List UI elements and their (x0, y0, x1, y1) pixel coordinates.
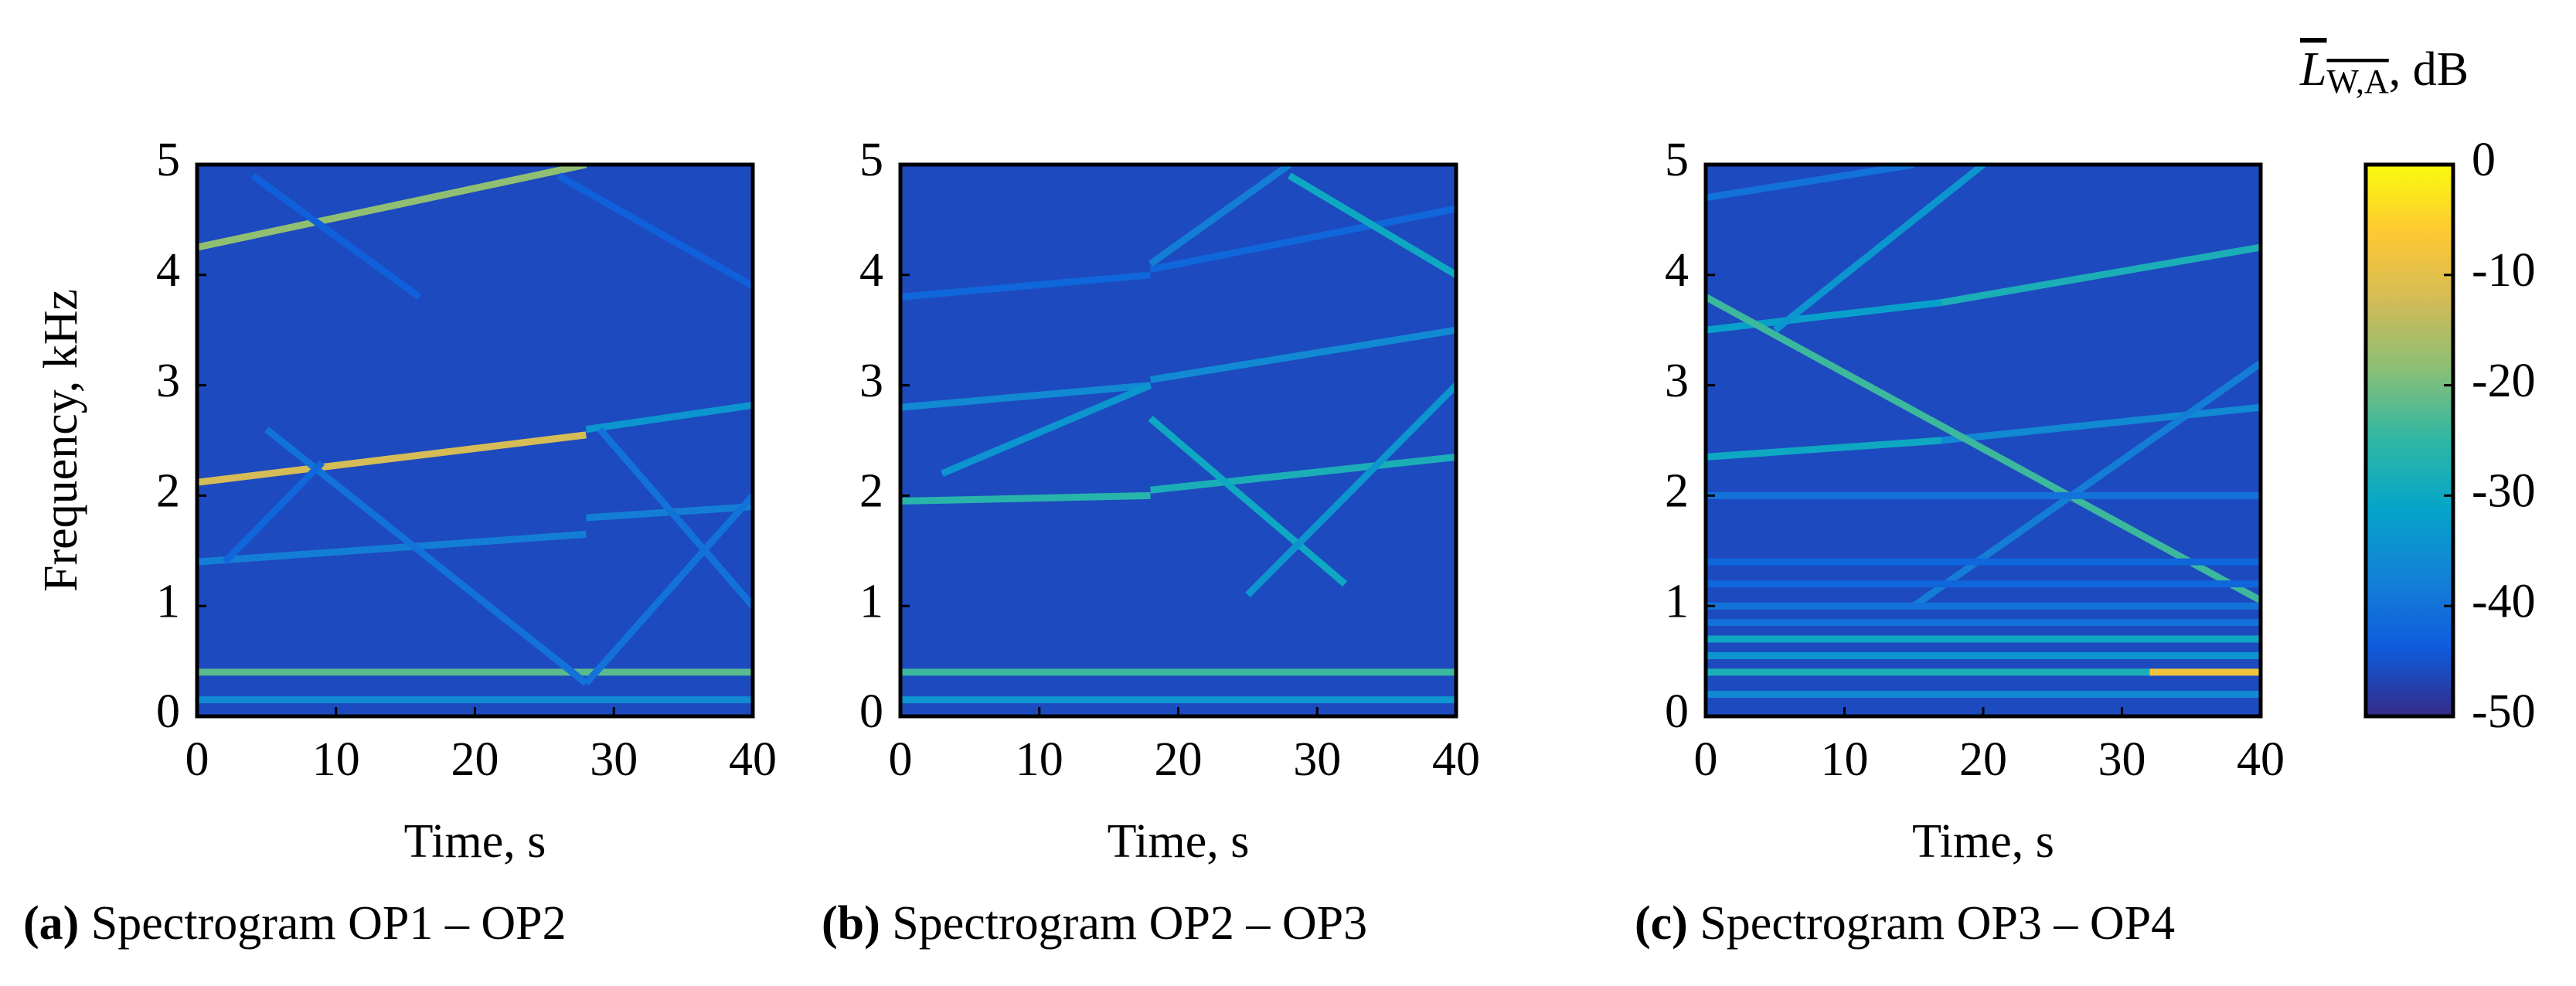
y-tick-label: 2 (1665, 465, 1689, 518)
colorbar-tick-label: -30 (2472, 465, 2536, 518)
track (197, 431, 587, 486)
track (900, 382, 1151, 411)
y-tick-label: 0 (1665, 685, 1689, 738)
label-unit: , dB (2389, 43, 2469, 96)
colorbar-tick-label: -40 (2472, 575, 2536, 627)
y-tick-label: 4 (1665, 244, 1689, 297)
x-tick-label: 0 (185, 733, 209, 786)
x-tick-label: 30 (590, 733, 638, 786)
track (1941, 403, 2261, 444)
track (1911, 360, 2261, 609)
x-tick-label: 0 (1694, 733, 1718, 786)
x-axis-label: Time, s (1108, 815, 1250, 868)
track (900, 271, 1151, 301)
y-tick-label: 5 (1665, 134, 1689, 186)
x-tick-label: 10 (1821, 733, 1869, 786)
caption-text: Spectrogram OP1 – OP2 (91, 897, 567, 950)
track (1245, 382, 1456, 598)
y-tick-label: 2 (156, 465, 180, 518)
y-tick-label: 3 (859, 355, 883, 407)
track (197, 165, 587, 251)
track (1706, 294, 2261, 604)
x-tick-label: 30 (1293, 733, 1341, 786)
x-tick-label: 40 (1432, 733, 1480, 786)
track (264, 427, 589, 686)
track (900, 491, 1151, 505)
y-axis-label: Frequency, kHz (35, 289, 87, 592)
x-tick-label: 40 (729, 733, 777, 786)
caption-label: (b) (822, 897, 880, 950)
track (1149, 205, 1456, 274)
track (1148, 165, 1291, 267)
x-tick-label: 0 (889, 733, 913, 786)
track (583, 493, 753, 686)
colorbar-tick-label: -50 (2472, 685, 2536, 738)
caption-text: Spectrogram OP3 – OP4 (1700, 897, 2175, 950)
x-axis-label: Time, s (1912, 815, 2054, 868)
y-tick-label: 1 (1665, 575, 1689, 627)
track (250, 172, 422, 300)
track (556, 172, 753, 289)
tracks (900, 165, 1456, 704)
spectrogram-background (1706, 165, 2261, 716)
track (597, 427, 753, 609)
label-subscript: W,A (2326, 63, 2388, 100)
y-tick-label: 4 (156, 244, 180, 297)
track (1706, 165, 1914, 202)
y-tick-label: 0 (156, 685, 180, 738)
track (1148, 416, 1348, 587)
colorbar (2363, 162, 2455, 719)
y-tick-label: 0 (859, 685, 883, 738)
y-tick-label: 3 (1665, 355, 1689, 407)
x-tick-label: 20 (451, 733, 499, 786)
y-tick-label: 5 (156, 134, 180, 186)
x-tick-label: 20 (1155, 733, 1203, 786)
label-symbol: L (2299, 43, 2326, 96)
track (1706, 299, 1942, 334)
track (1772, 165, 1986, 333)
track (197, 530, 587, 566)
track (585, 401, 753, 434)
track (1149, 326, 1456, 383)
y-tick-label: 3 (156, 355, 180, 407)
colorbar-tick-label: -10 (2472, 244, 2536, 297)
caption: (a) Spectrogram OP1 – OP2 (23, 897, 567, 950)
caption-text: Spectrogram OP2 – OP3 (892, 897, 1367, 950)
track (941, 382, 1152, 477)
tracks (1706, 165, 2261, 698)
caption: (c) Spectrogram OP3 – OP4 (1635, 897, 2175, 950)
colorbar-tick-label: 0 (2472, 134, 2496, 186)
y-tick-label: 1 (156, 575, 180, 627)
x-axis-label: Time, s (404, 815, 546, 868)
colorbar-tick-label: -20 (2472, 355, 2536, 407)
y-tick-label: 2 (859, 465, 883, 518)
caption: (b) Spectrogram OP2 – OP3 (822, 897, 1367, 950)
tracks (197, 165, 753, 704)
track (1150, 453, 1456, 494)
colorbar-label: LW,A, dB (2299, 43, 2469, 100)
track (1287, 172, 1456, 278)
track (222, 460, 325, 565)
y-tick-label: 4 (859, 244, 883, 297)
caption-label: (a) (23, 897, 79, 950)
x-tick-label: 10 (312, 733, 360, 786)
x-tick-label: 10 (1016, 733, 1063, 786)
x-tick-label: 40 (2237, 733, 2285, 786)
x-tick-label: 30 (2098, 733, 2146, 786)
spectrogram-background (197, 165, 753, 716)
track (1941, 243, 2261, 306)
y-tick-label: 5 (859, 134, 883, 186)
x-tick-label: 20 (1959, 733, 2007, 786)
caption-label: (c) (1635, 897, 1688, 950)
track (1706, 437, 1942, 461)
y-tick-label: 1 (859, 575, 883, 627)
